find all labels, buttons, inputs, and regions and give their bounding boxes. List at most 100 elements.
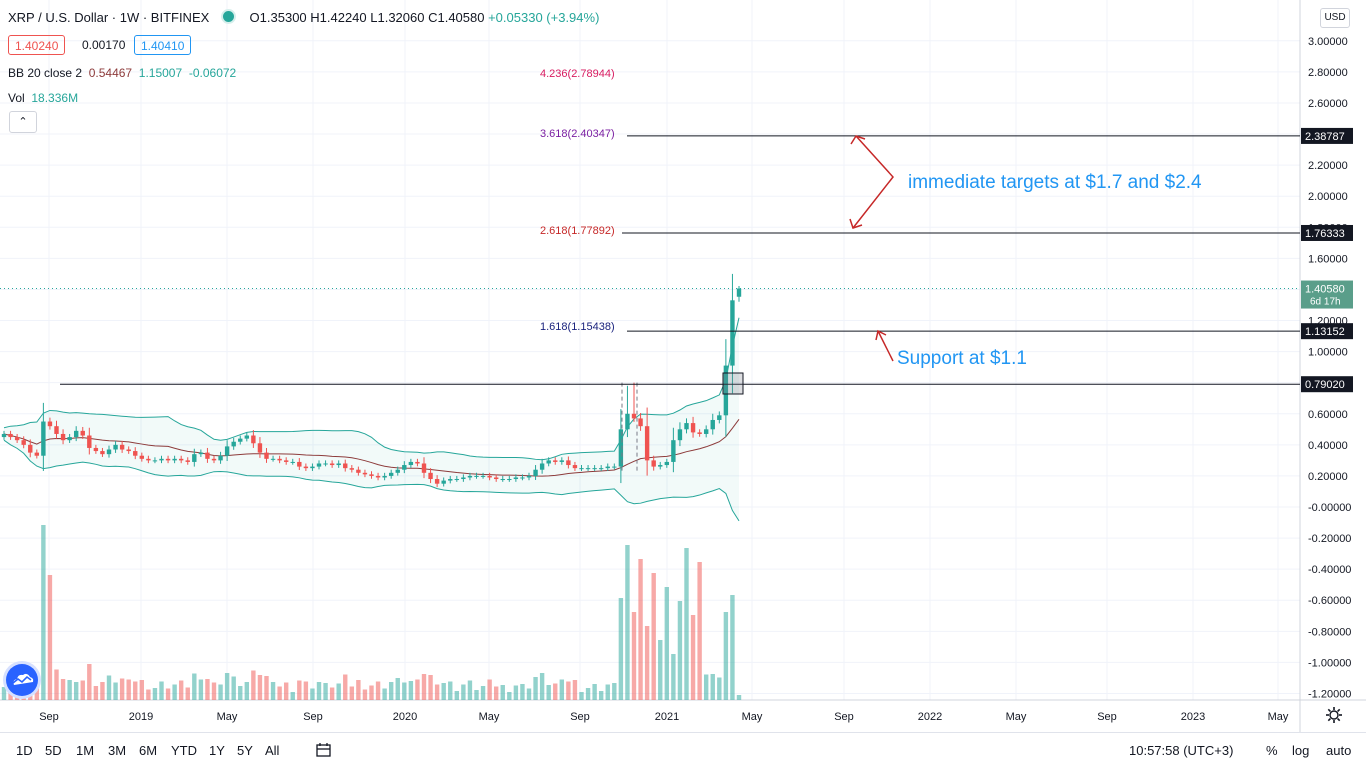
currency-button[interactable]: USD [1320, 8, 1350, 28]
volume-bar [480, 686, 486, 700]
price-tick-label: 0.60000 [1308, 409, 1348, 421]
bb-label: BB 20 close 2 [8, 66, 83, 80]
price-tick-label: 2.60000 [1308, 98, 1348, 110]
volume-bar [513, 685, 519, 700]
volume-bar [579, 692, 584, 700]
candle-body [408, 461, 414, 466]
candle-body [343, 463, 348, 469]
timeframe-all[interactable]: All [265, 743, 280, 758]
volume-bar [638, 559, 643, 700]
candle-body [14, 437, 20, 441]
support-arrow-head [875, 329, 887, 341]
volume-bar [533, 677, 538, 700]
candle-body [605, 466, 610, 469]
volume-bar [651, 573, 656, 700]
timeframe-3m[interactable]: 3M [108, 743, 127, 758]
volume-bar [493, 686, 499, 700]
target-arrow-head [850, 135, 866, 145]
volume-bar [192, 673, 197, 700]
log-scale-toggle[interactable]: log [1292, 743, 1310, 758]
collapse-legend-button[interactable]: ⌃ [9, 111, 37, 133]
candle-body [448, 479, 453, 481]
auto-scale-toggle[interactable]: auto [1326, 743, 1352, 758]
time-tick-label: 2022 [918, 711, 942, 723]
timeframe-1y[interactable]: 1Y [209, 743, 225, 758]
volume-legend[interactable]: Vol 18.336M [8, 91, 78, 105]
vol-value: 18.336M [31, 91, 79, 105]
percent-scale-toggle[interactable]: % [1266, 743, 1278, 758]
time-tick-label: Sep [834, 711, 854, 723]
candle-body [211, 458, 217, 461]
volume-bar [139, 680, 145, 700]
timeframe-1m[interactable]: 1M [76, 743, 95, 758]
candle-body [434, 479, 440, 484]
volume-bar [283, 682, 289, 700]
timeframe-5y[interactable]: 5Y [237, 743, 253, 758]
volume-bar [349, 686, 355, 700]
candle-body [139, 455, 145, 459]
volume-bar [566, 681, 571, 700]
bollinger-basis-line [3, 419, 740, 477]
date-range-calendar-icon[interactable] [315, 741, 333, 759]
bollinger-upper-line [3, 317, 740, 461]
support-arrow [877, 330, 894, 362]
sell-price-button[interactable]: 1.40240 [8, 35, 66, 55]
timeframe-1d[interactable]: 1D [16, 743, 33, 758]
time-tick-label: 2020 [393, 711, 417, 723]
candle-body [703, 429, 709, 434]
volume-bar [205, 679, 210, 700]
candle-body [658, 465, 663, 467]
settings-gear-icon[interactable] [1325, 706, 1343, 724]
volume-bar [723, 612, 729, 700]
candle-body [717, 415, 722, 420]
volume-bar [375, 681, 381, 700]
volume-bar [730, 595, 735, 700]
candle-body [41, 421, 46, 456]
volume-bar [671, 654, 676, 700]
candle-body [362, 472, 368, 475]
candle-body [126, 449, 131, 452]
tradingview-logo[interactable] [6, 664, 38, 696]
bb-lower-value: -0.06072 [188, 66, 237, 80]
timeframe-6m[interactable]: 6M [139, 743, 158, 758]
time-tick-label: 2021 [655, 711, 679, 723]
volume-bar [310, 688, 315, 700]
volume-bar [34, 678, 40, 700]
candle-body [572, 465, 578, 469]
volume-bar [559, 679, 565, 700]
buy-price-button[interactable]: 1.40410 [134, 35, 192, 55]
candle-body [625, 413, 630, 430]
volume-bar [572, 680, 578, 700]
volume-bar [60, 679, 66, 700]
time-tick-label: 2023 [1181, 711, 1205, 723]
volume-bar [625, 545, 630, 700]
volume-bar [421, 674, 427, 700]
candle-body [553, 460, 558, 462]
bollinger-legend[interactable]: BB 20 close 2 0.54467 1.15007 -0.06072 [8, 66, 236, 80]
candle-body [467, 475, 473, 478]
price-tick-label: 2.80000 [1308, 67, 1348, 79]
candle-body [67, 437, 72, 441]
volume-bar [54, 669, 59, 700]
timeframe-ytd[interactable]: YTD [171, 743, 197, 758]
volume-bar [244, 682, 250, 700]
last-price-value: 1.40580 [1305, 284, 1345, 296]
candle-body [146, 458, 151, 461]
timeframe-5d[interactable]: 5D [45, 743, 62, 758]
symbol-title[interactable]: XRP / U.S. Dollar · 1W · BITFINEX [8, 10, 210, 25]
volume-bar [585, 688, 591, 700]
candle-body [480, 475, 486, 477]
candle-body [244, 435, 250, 439]
candle-body [493, 477, 499, 480]
chart-legend-header: XRP / U.S. Dollar · 1W · BITFINEX O1.353… [8, 9, 599, 25]
clock-timezone[interactable]: 10:57:58 (UTC+3) [1129, 743, 1234, 758]
time-tick-label: Sep [1097, 711, 1117, 723]
time-tick-label: May [1006, 711, 1027, 723]
volume-bar [664, 587, 670, 700]
volume-bar [677, 601, 683, 700]
candle-body [723, 365, 729, 416]
candle-body [152, 460, 158, 462]
price-chart[interactable]: 3.000002.800002.600002.400002.200002.000… [0, 0, 1366, 732]
candle-body [375, 475, 381, 478]
candle-body [730, 300, 735, 366]
